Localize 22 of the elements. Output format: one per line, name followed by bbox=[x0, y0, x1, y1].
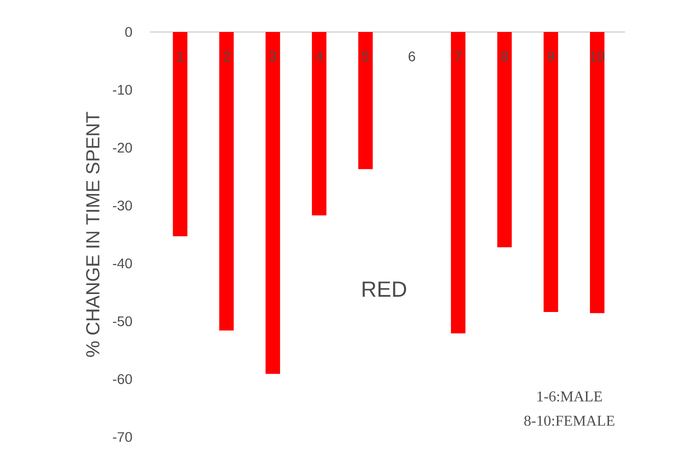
y-tick-label: -10 bbox=[112, 84, 132, 95]
x-tick-label: 3 bbox=[269, 52, 276, 62]
y-axis-title: % CHANGE IN TIME SPENT bbox=[86, 112, 100, 357]
x-tick-label: 10 bbox=[590, 52, 604, 62]
x-tick-label: 2 bbox=[223, 52, 230, 62]
y-tick-label: -30 bbox=[112, 200, 132, 210]
x-tick-label: 5 bbox=[362, 52, 369, 62]
x-tick-label: 4 bbox=[316, 52, 323, 62]
x-tick-label: 1 bbox=[177, 52, 184, 62]
y-tick-label: 0 bbox=[125, 27, 132, 37]
x-tick-label: 9 bbox=[548, 52, 554, 62]
annotation: RED bbox=[362, 282, 406, 297]
y-tick-label: -50 bbox=[112, 316, 132, 326]
x-tick-label: 6 bbox=[408, 52, 416, 62]
y-tick-label: -20 bbox=[112, 142, 132, 153]
y-tick-label: -70 bbox=[112, 432, 132, 442]
annotation: 1-6:MALE bbox=[538, 391, 602, 402]
y-tick-label: -40 bbox=[112, 258, 132, 268]
y-tick-label: -60 bbox=[112, 374, 132, 384]
x-tick-label: 8 bbox=[501, 52, 508, 62]
x-tick-label: 7 bbox=[455, 52, 462, 62]
annotation: 8-10:FEMALE bbox=[524, 416, 614, 426]
